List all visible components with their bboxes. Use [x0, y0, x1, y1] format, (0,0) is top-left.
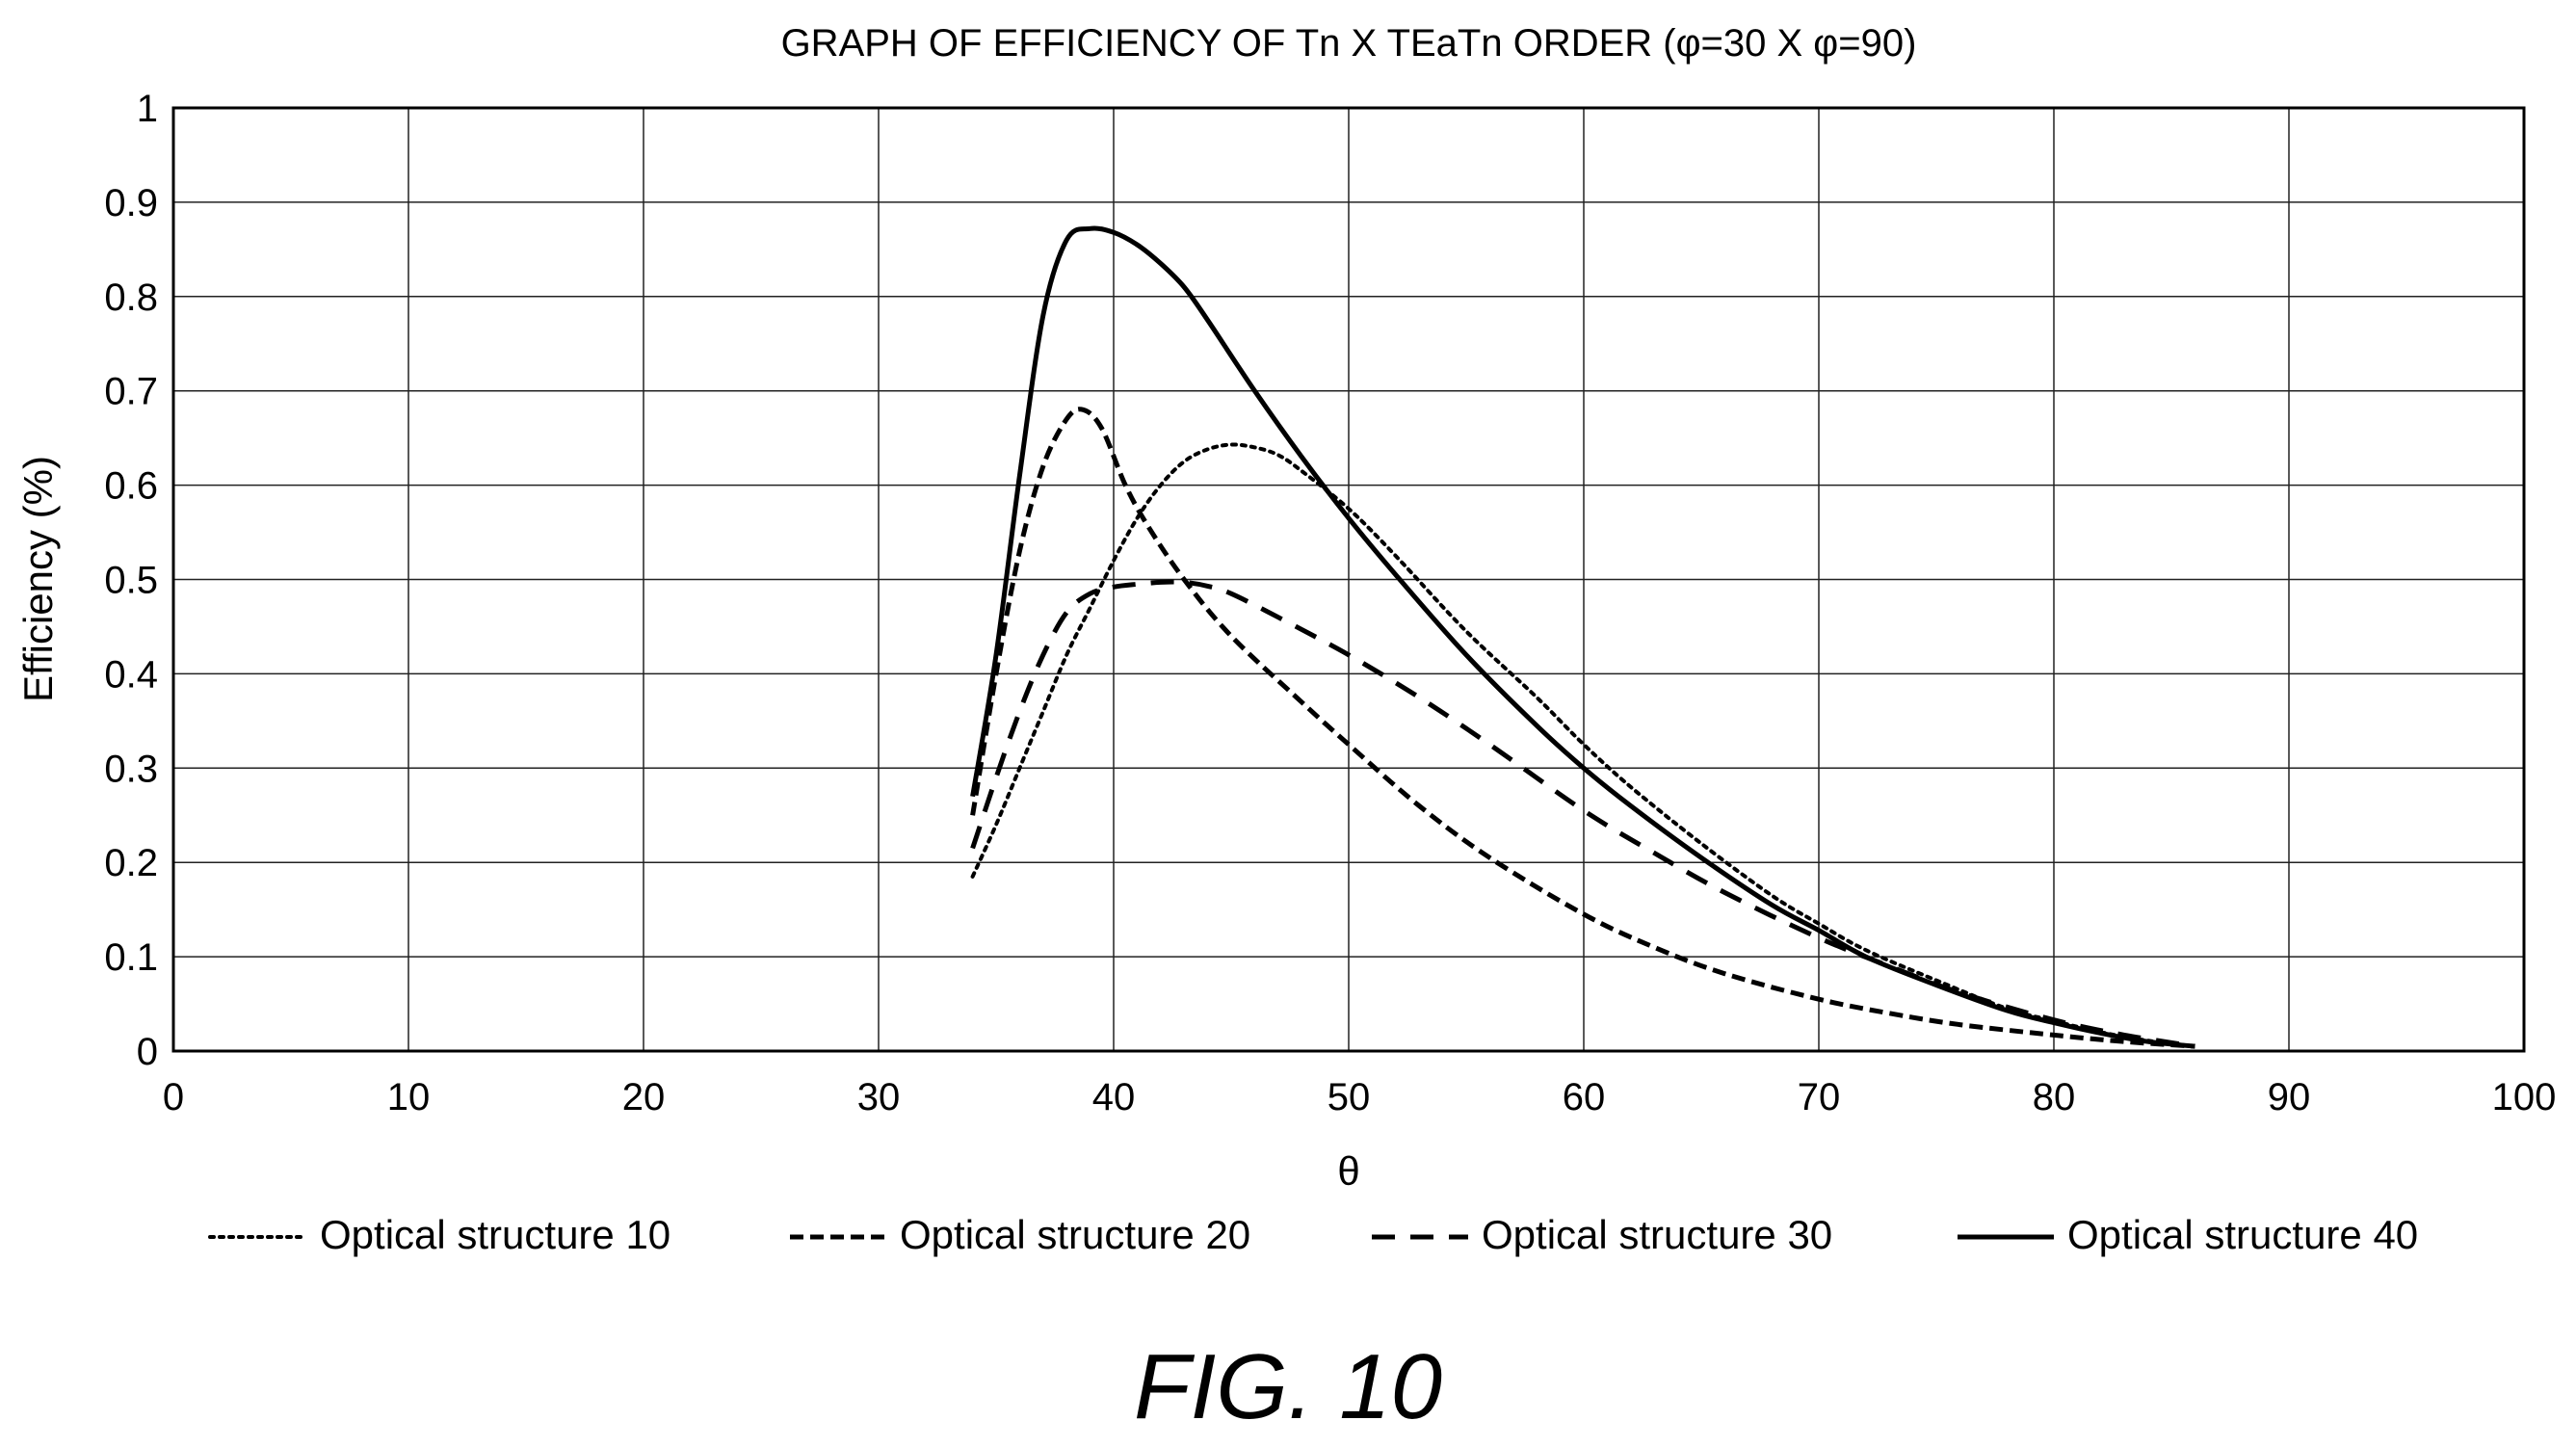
series-line-1 [970, 442, 2197, 1049]
figure-caption: FIG. 10 [1133, 1335, 1443, 1438]
x-tick-label: 30 [857, 1076, 901, 1118]
y-tick-label: 0 [137, 1031, 158, 1073]
y-tick-label: 0.7 [104, 371, 158, 413]
legend-label-4: Optical structure 40 [2067, 1212, 2418, 1257]
y-axis-tick-labels: 0 0.1 0.2 0.3 0.4 0.5 0.6 0.7 0.8 0.9 1 [104, 88, 158, 1073]
series-line-2 [970, 407, 2195, 1049]
x-tick-label: 40 [1092, 1076, 1136, 1118]
y-tick-label: 0.1 [104, 936, 158, 979]
y-tick-label: 0.6 [104, 465, 158, 508]
plot-area-frame [171, 106, 2526, 1053]
x-axis-label: θ [1337, 1148, 1359, 1194]
x-tick-label: 70 [1798, 1076, 1841, 1118]
y-tick-label: 0.3 [104, 748, 158, 790]
chart-title: GRAPH OF EFFICIENCY OF Tn X TEaTn ORDER … [781, 22, 1917, 65]
legend-label-2: Optical structure 20 [900, 1212, 1250, 1257]
legend-label-1: Optical structure 10 [320, 1212, 670, 1257]
legend-label-3: Optical structure 30 [1482, 1212, 1832, 1257]
y-axis-label: Efficiency (%) [15, 456, 61, 702]
y-tick-label: 0.2 [104, 842, 158, 884]
y-tick-label: 0.9 [104, 182, 158, 224]
x-tick-label: 0 [163, 1076, 184, 1118]
y-tick-label: 1 [137, 88, 158, 130]
series-line-3 [970, 579, 2195, 1049]
y-tick-label: 0.5 [104, 560, 158, 602]
x-tick-label: 60 [1563, 1076, 1606, 1118]
x-tick-label: 20 [622, 1076, 666, 1118]
x-tick-label: 90 [2268, 1076, 2311, 1118]
y-tick-label: 0.8 [104, 276, 158, 319]
series-lines [970, 225, 2197, 1049]
y-tick-label: 0.4 [104, 653, 158, 696]
legend: Optical structure 10 Optical structure 20… [208, 1212, 2418, 1257]
x-tick-label: 10 [387, 1076, 431, 1118]
series-line-4 [970, 225, 2195, 1049]
x-tick-label: 50 [1327, 1076, 1371, 1118]
x-tick-label: 100 [2492, 1076, 2557, 1118]
x-axis-tick-labels: 0 10 20 30 40 50 60 70 80 90 100 [163, 1076, 2557, 1118]
grid-lines [173, 108, 2524, 1051]
x-tick-label: 80 [2033, 1076, 2076, 1118]
